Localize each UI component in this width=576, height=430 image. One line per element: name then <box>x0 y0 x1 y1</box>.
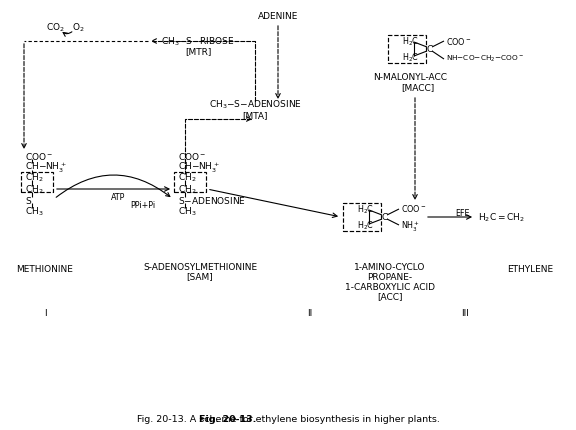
Text: CH$_2$: CH$_2$ <box>25 183 44 196</box>
Text: CH$_2$: CH$_2$ <box>178 171 196 184</box>
Bar <box>21 172 53 193</box>
Text: [MACC]: [MACC] <box>401 83 435 92</box>
Text: I: I <box>44 308 46 317</box>
Text: PPi+Pi: PPi+Pi <box>130 201 156 210</box>
Text: CH$_3$$-$S$-$ADENOSINE: CH$_3$$-$S$-$ADENOSINE <box>209 98 301 111</box>
Text: [MTA]: [MTA] <box>242 111 268 120</box>
Text: ETHYLENE: ETHYLENE <box>507 265 553 274</box>
Text: ADENINE: ADENINE <box>258 12 298 21</box>
Text: N-MALONYL-ACC: N-MALONYL-ACC <box>373 74 447 82</box>
Text: CH$-$NH$_3^+$: CH$-$NH$_3^+$ <box>178 160 219 175</box>
Text: [ACC]: [ACC] <box>377 292 403 301</box>
Text: C: C <box>427 46 433 54</box>
Text: H$_2$C: H$_2$C <box>357 203 374 216</box>
Text: S-ADENOSYLMETHIONINE: S-ADENOSYLMETHIONINE <box>143 262 257 271</box>
Text: H$_2$C: H$_2$C <box>402 36 419 48</box>
Text: [MTR]: [MTR] <box>185 47 211 56</box>
Text: S: S <box>25 196 31 205</box>
Bar <box>388 36 426 64</box>
Bar <box>343 203 381 231</box>
Text: ATP: ATP <box>111 192 125 201</box>
Bar <box>174 172 206 193</box>
Text: CH$_3$: CH$_3$ <box>178 205 196 218</box>
Text: S$-$ADENOSINE: S$-$ADENOSINE <box>178 195 246 206</box>
Text: NH$-$CO$-$CH$_2$$-$COO$^-$: NH$-$CO$-$CH$_2$$-$COO$^-$ <box>446 54 524 64</box>
Text: COO$^-$: COO$^-$ <box>178 151 206 162</box>
Text: EFE: EFE <box>456 208 470 217</box>
Text: [SAM]: [SAM] <box>187 272 213 281</box>
Text: H$_2$C: H$_2$C <box>402 52 419 64</box>
Text: II: II <box>308 308 313 317</box>
Text: CH$_3$: CH$_3$ <box>25 205 44 218</box>
Text: CH$_2$: CH$_2$ <box>178 183 196 196</box>
Text: PROPANE-: PROPANE- <box>367 272 412 281</box>
Text: H$_2$C$=$CH$_2$: H$_2$C$=$CH$_2$ <box>478 211 525 224</box>
Text: METHIONINE: METHIONINE <box>17 265 73 274</box>
Text: COO$^-$: COO$^-$ <box>446 35 472 46</box>
Text: O$_2$: O$_2$ <box>71 22 84 34</box>
Text: Fig. 20-13. A scheme for ethylene biosynthesis in higher plants.: Fig. 20-13. A scheme for ethylene biosyn… <box>137 415 439 424</box>
Text: COO$^-$: COO$^-$ <box>25 151 54 162</box>
Text: COO$^-$: COO$^-$ <box>401 203 426 214</box>
Text: CH$_3$$-$S$-$RIBOSE: CH$_3$$-$S$-$RIBOSE <box>161 36 234 48</box>
Text: H$_2$C: H$_2$C <box>357 219 374 232</box>
Text: 1-AMINO-CYCLO: 1-AMINO-CYCLO <box>354 262 426 271</box>
Text: C: C <box>382 213 388 222</box>
Text: NH$_3^+$: NH$_3^+$ <box>401 219 420 233</box>
Text: CH$_2$: CH$_2$ <box>25 171 44 184</box>
Text: CO$_2$: CO$_2$ <box>46 22 65 34</box>
Text: CH$-$NH$_3^+$: CH$-$NH$_3^+$ <box>25 160 67 175</box>
Text: Fig. 20-13.: Fig. 20-13. <box>199 415 257 424</box>
Text: III: III <box>461 308 469 317</box>
Text: 1-CARBOXYLIC ACID: 1-CARBOXYLIC ACID <box>345 282 435 291</box>
